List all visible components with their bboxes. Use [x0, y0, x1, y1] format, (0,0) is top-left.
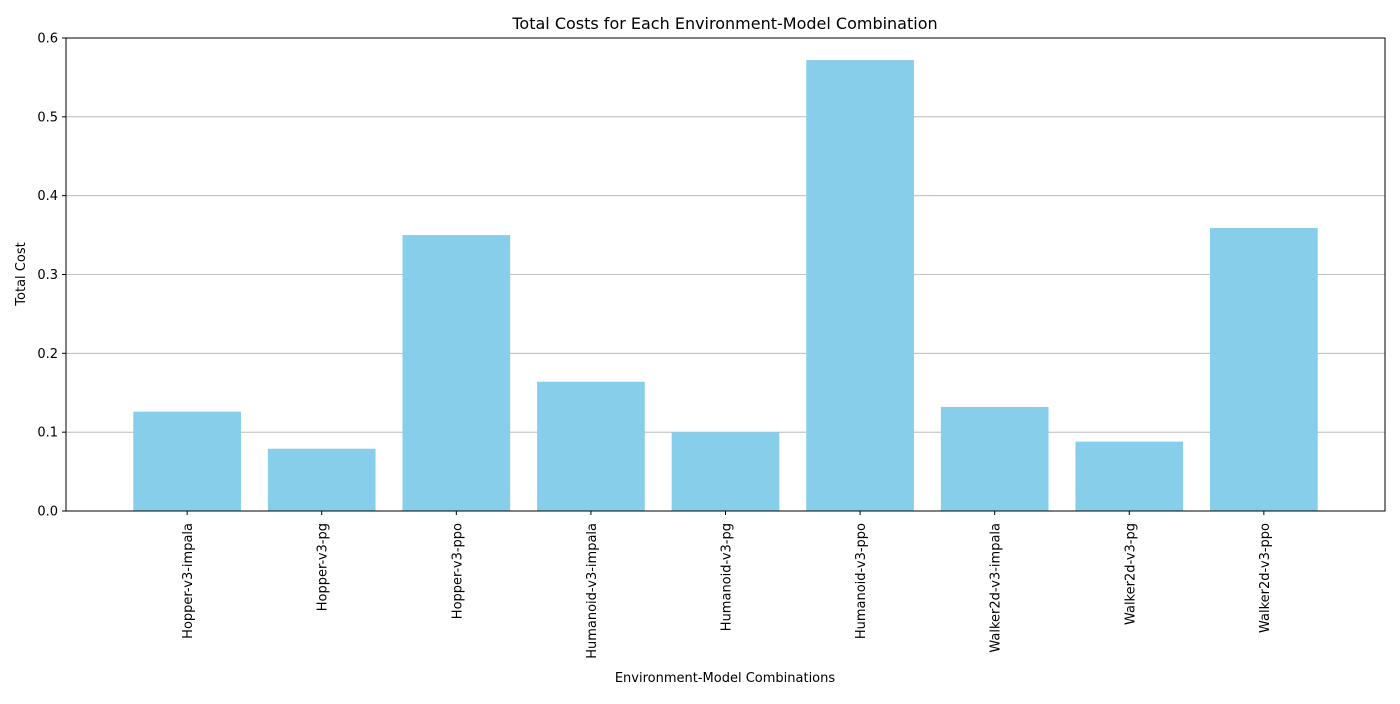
- bar: [267, 448, 376, 511]
- y-tick-label: 0.5: [37, 110, 58, 125]
- y-tick-label: 0.0: [37, 505, 58, 520]
- bar: [806, 60, 914, 511]
- bar: [940, 406, 1049, 511]
- x-tick-label: Hopper-v3-impala: [181, 523, 196, 639]
- x-tick-label: Hopper-v3-ppo: [450, 523, 465, 619]
- x-tick-label: Humanoid-v3-impala: [585, 523, 600, 659]
- y-tick-label: 0.6: [37, 32, 58, 47]
- y-tick-label: 0.4: [37, 189, 58, 204]
- bars: [133, 60, 1318, 512]
- bar: [1075, 441, 1184, 511]
- x-tick-label: Humanoid-v3-pg: [720, 523, 735, 631]
- x-tick-label: Walker2d-v3-impala: [989, 523, 1004, 653]
- chart-title: Total Costs for Each Environment-Model C…: [511, 14, 937, 33]
- x-tick-label: Walker2d-v3-pg: [1123, 523, 1138, 625]
- y-axis-label: Total Cost: [14, 242, 29, 306]
- bar: [133, 411, 241, 511]
- bar: [671, 432, 780, 511]
- x-tick-label: Walker2d-v3-ppo: [1258, 523, 1273, 633]
- x-tick-label: Humanoid-v3-ppo: [854, 523, 869, 639]
- x-axis-ticks: Hopper-v3-impala Hopper-v3-pg Hopper-v3-pp…: [181, 511, 1273, 659]
- y-tick-label: 0.3: [37, 268, 58, 283]
- x-axis-label: Environment-Model Combinations: [615, 671, 836, 686]
- bar: [402, 235, 511, 512]
- bar: [537, 381, 645, 511]
- bar: [1210, 227, 1318, 511]
- y-axis-ticks: 0.0 0.1 0.2 0.3 0.4 0.5 0.6: [37, 32, 66, 520]
- x-tick-label: Hopper-v3-pg: [316, 523, 331, 611]
- y-tick-label: 0.1: [37, 426, 58, 441]
- y-tick-label: 0.2: [37, 347, 58, 362]
